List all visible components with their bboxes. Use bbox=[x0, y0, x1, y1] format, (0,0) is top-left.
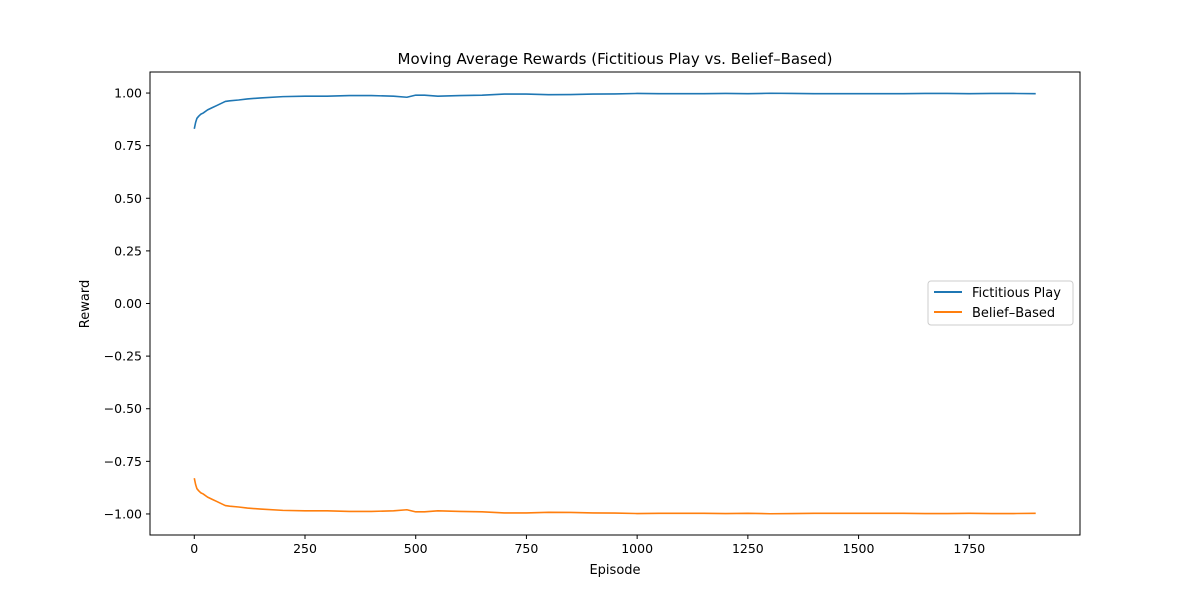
x-tick-label: 250 bbox=[293, 541, 317, 556]
x-tick-label: 0 bbox=[190, 541, 198, 556]
y-tick-label: −0.50 bbox=[104, 401, 142, 416]
x-axis-label: Episode bbox=[589, 563, 640, 578]
legend-box bbox=[927, 280, 1074, 326]
x-tick-label: 1000 bbox=[621, 541, 653, 556]
y-tick-label: −0.75 bbox=[104, 454, 142, 469]
legend: Fictitious Play Belief–Based bbox=[927, 280, 1074, 326]
y-tick-label: 0.00 bbox=[114, 296, 142, 311]
y-tick-label: 1.00 bbox=[114, 86, 142, 101]
x-tick-label: 1500 bbox=[843, 541, 875, 556]
x-tick-label: 1250 bbox=[732, 541, 764, 556]
legend-label-fictitious-play: Fictitious Play bbox=[972, 286, 1061, 301]
legend-label-belief-based: Belief–Based bbox=[972, 306, 1055, 321]
x-tick-label: 500 bbox=[404, 541, 428, 556]
series-line-belief-based bbox=[193, 478, 1036, 515]
x-tick-label: 750 bbox=[514, 541, 538, 556]
y-tick-label: 0.75 bbox=[114, 138, 142, 153]
x-axis: 0 250 500 750 1000 1250 1500 1750 bbox=[190, 535, 985, 556]
plot-area bbox=[149, 71, 1081, 536]
y-axis: 1.00 0.75 0.50 0.25 0.00 −0.25 −0.50 −0.75 −1.00 bbox=[104, 86, 150, 521]
y-tick-label: −1.00 bbox=[104, 506, 142, 521]
x-tick-label: 1750 bbox=[953, 541, 985, 556]
chart-title: Moving Average Rewards (Fictitious Play … bbox=[398, 50, 833, 68]
y-axis-label: Reward bbox=[78, 280, 93, 328]
y-tick-label: 0.25 bbox=[114, 243, 142, 258]
series-line-fictitious-play bbox=[193, 92, 1036, 129]
y-tick-label: −0.25 bbox=[104, 349, 142, 364]
series-lines bbox=[193, 92, 1036, 515]
y-tick-label: 0.50 bbox=[114, 191, 142, 206]
